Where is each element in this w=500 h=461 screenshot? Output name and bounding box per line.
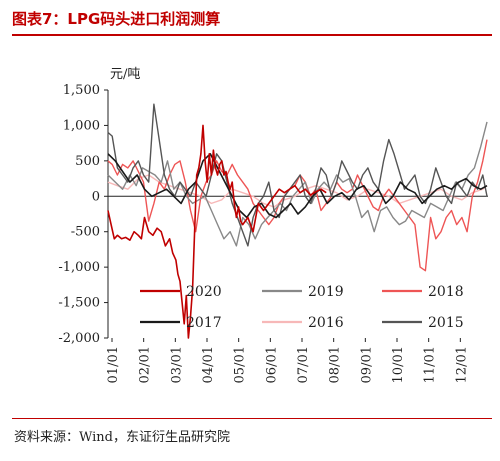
legend-label-2020: 2020 xyxy=(186,284,222,300)
title-rule xyxy=(12,34,492,36)
x-tick-label: 05/01 xyxy=(233,346,248,383)
x-tick-label: 06/01 xyxy=(264,346,279,383)
x-tick-label: 07/01 xyxy=(296,346,311,383)
y-tick-label: 1,500 xyxy=(63,83,100,98)
source-rule xyxy=(12,418,492,419)
legend-label-2017: 2017 xyxy=(186,315,222,331)
x-tick-label: 01/01 xyxy=(106,346,121,383)
line-chart: 1,500 1,000 500 0 -500 -1,000 -1,500 -2,000 元/吨 0… xyxy=(58,67,488,383)
x-tick-label: 12/01 xyxy=(454,346,469,383)
y-tick-label: -1,000 xyxy=(58,260,100,275)
y-tick-label: -500 xyxy=(71,225,100,240)
legend-label-2015: 2015 xyxy=(428,315,464,331)
x-tick-label: 09/01 xyxy=(359,346,374,383)
y-tick-label: -2,000 xyxy=(58,331,100,346)
series-line-2020 xyxy=(107,124,327,339)
legend-label-2018: 2018 xyxy=(428,284,464,300)
series-lines xyxy=(107,103,488,339)
x-tick-label: 02/01 xyxy=(138,346,153,383)
y-tick-label: 1,000 xyxy=(63,118,100,133)
x-tick-label: 04/01 xyxy=(201,346,216,383)
series-line-2017 xyxy=(107,153,488,219)
y-tick-label: 0 xyxy=(92,189,100,204)
y-tick-label: -1,500 xyxy=(58,296,100,311)
source-note: 资料来源：Wind，东证衍生品研究院 xyxy=(14,430,230,445)
x-tick-label: 11/01 xyxy=(423,346,438,383)
axes: 1,500 1,000 500 0 -500 -1,000 -1,500 -2,000 元/吨 0… xyxy=(58,67,488,383)
x-tick-label: 10/01 xyxy=(391,346,406,383)
legend-label-2016: 2016 xyxy=(308,315,344,331)
series-line-2019 xyxy=(107,121,488,247)
chart-title: 图表7：LPG码头进口利润测算 xyxy=(12,10,221,28)
legend-label-2019: 2019 xyxy=(308,284,344,300)
x-tick-label: 08/01 xyxy=(328,346,343,383)
y-axis-unit: 元/吨 xyxy=(110,67,140,82)
x-tick-label: 03/01 xyxy=(169,346,184,383)
legend: 2020 2019 2018 2017 2016 2015 xyxy=(140,284,464,331)
y-tick-label: 500 xyxy=(75,154,100,169)
